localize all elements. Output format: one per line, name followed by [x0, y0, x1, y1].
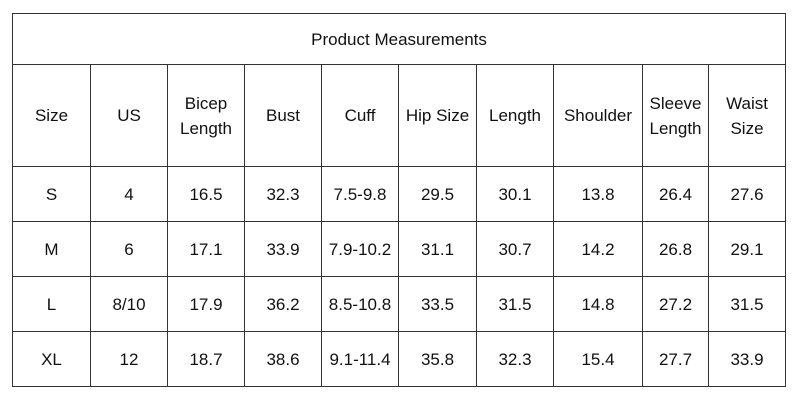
data-cell: 26.8	[642, 221, 709, 277]
header-row: Size US Bicep Length Bust Cuff Hip Size Length…	[12, 64, 787, 167]
data-cell: 30.1	[476, 166, 554, 222]
data-cell: 31.1	[398, 221, 477, 277]
measurements-table: Product Measurements Size US Bicep Length B…	[11, 13, 787, 387]
data-cell: 16.5	[167, 166, 245, 222]
data-cell: 33.9	[244, 221, 322, 277]
data-cell: 18.7	[167, 331, 245, 387]
header-cell: Bicep Length	[167, 64, 245, 167]
data-cell: 27.7	[642, 331, 709, 387]
header-cell: Hip Size	[398, 64, 477, 167]
data-cell: 8.5-10.8	[321, 276, 399, 332]
data-cell: 17.9	[167, 276, 245, 332]
data-cell: 33.5	[398, 276, 477, 332]
data-cell: 31.5	[476, 276, 554, 332]
data-row: L 8/10 17.9 36.2 8.5-10.8 33.5 31.5 14.8 27.2 31.…	[12, 276, 787, 332]
table-body: Product Measurements Size US Bicep Length B…	[11, 13, 787, 387]
data-cell: 4	[90, 166, 168, 222]
data-cell: L	[12, 276, 91, 332]
title-row: Product Measurements	[11, 13, 787, 65]
header-cell: Waist Size	[707, 64, 787, 167]
data-row: M 6 17.1 33.9 7.9-10.2 31.1 30.7 14.2 26.8 29.1	[12, 221, 787, 277]
data-cell: 38.6	[244, 331, 322, 387]
header-cell: Length	[476, 64, 554, 167]
data-cell: 33.9	[707, 331, 787, 387]
data-cell: 6	[90, 221, 168, 277]
data-cell: XL	[12, 331, 91, 387]
data-cell: 8/10	[90, 276, 168, 332]
data-cell: 26.4	[642, 166, 709, 222]
data-cell: 32.3	[476, 331, 554, 387]
data-cell: 14.2	[553, 221, 643, 277]
data-cell: 15.4	[553, 331, 643, 387]
data-cell: 17.1	[167, 221, 245, 277]
data-cell: 31.5	[707, 276, 787, 332]
data-cell: 27.2	[642, 276, 709, 332]
data-cell: 29.5	[398, 166, 477, 222]
data-cell: 30.7	[476, 221, 554, 277]
data-cell: 14.8	[553, 276, 643, 332]
data-cell: 13.8	[553, 166, 643, 222]
data-cell: 7.5-9.8	[321, 166, 399, 222]
header-cell: Size	[12, 64, 91, 167]
data-cell: 35.8	[398, 331, 477, 387]
data-cell: 12	[90, 331, 168, 387]
table-title: Product Measurements	[11, 13, 787, 65]
header-cell: Bust	[244, 64, 322, 167]
data-cell: 9.1-11.4	[321, 331, 399, 387]
header-cell: Cuff	[321, 64, 399, 167]
data-cell: 32.3	[244, 166, 322, 222]
data-cell: 36.2	[244, 276, 322, 332]
data-row: XL 12 18.7 38.6 9.1-11.4 35.8 32.3 15.4 27.7 33.9	[12, 331, 787, 387]
header-cell: Shoulder	[553, 64, 643, 167]
data-cell: 27.6	[707, 166, 787, 222]
data-cell: M	[12, 221, 91, 277]
header-cell: Sleeve Length	[642, 64, 709, 167]
header-cell: US	[90, 64, 168, 167]
data-cell: 29.1	[707, 221, 787, 277]
data-row: S 4 16.5 32.3 7.5-9.8 29.5 30.1 13.8 26.4 27.6	[12, 166, 787, 222]
data-cell: 7.9-10.2	[321, 221, 399, 277]
data-cell: S	[12, 166, 91, 222]
